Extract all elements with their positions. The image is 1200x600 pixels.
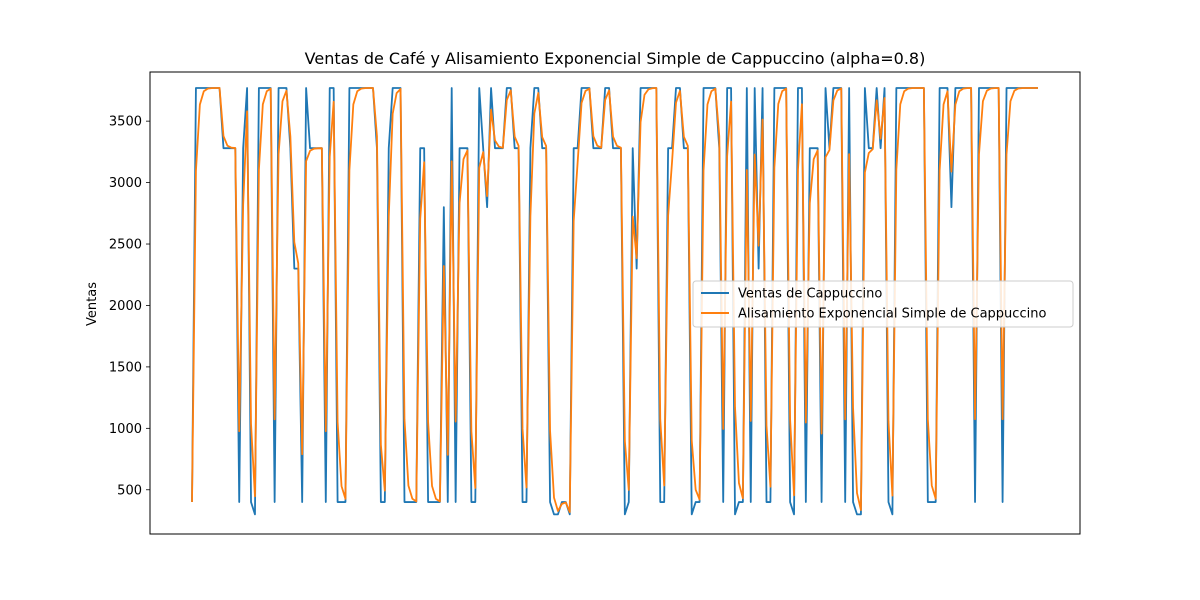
legend: Ventas de Cappuccino Alisamiento Exponenc…	[692, 280, 1074, 328]
plot-frame	[149, 71, 1081, 535]
y-tick-label: 2500	[109, 238, 142, 253]
y-axis-label: Ventas	[85, 282, 100, 326]
series-line-1	[191, 87, 1038, 513]
y-tick-label: 1000	[109, 422, 142, 437]
series-line-0	[191, 87, 1038, 516]
y-tick-label: 3500	[109, 115, 142, 130]
plot-area	[191, 87, 1038, 516]
y-axis: 500 1000 1500 2000 2500 3000 3500	[109, 115, 150, 498]
y-tick-label: 2000	[109, 299, 142, 314]
chart-title: Ventas de Café y Alisamiento Exponencial…	[305, 49, 926, 68]
legend-label-0: Ventas de Cappuccino	[738, 287, 882, 302]
y-tick-label: 1500	[109, 360, 142, 375]
legend-label-1: Alisamiento Exponencial Simple de Cappuc…	[738, 307, 1046, 322]
y-tick-label: 3000	[109, 176, 142, 191]
legend-box	[692, 280, 1074, 328]
y-tick-label: 500	[117, 483, 142, 498]
